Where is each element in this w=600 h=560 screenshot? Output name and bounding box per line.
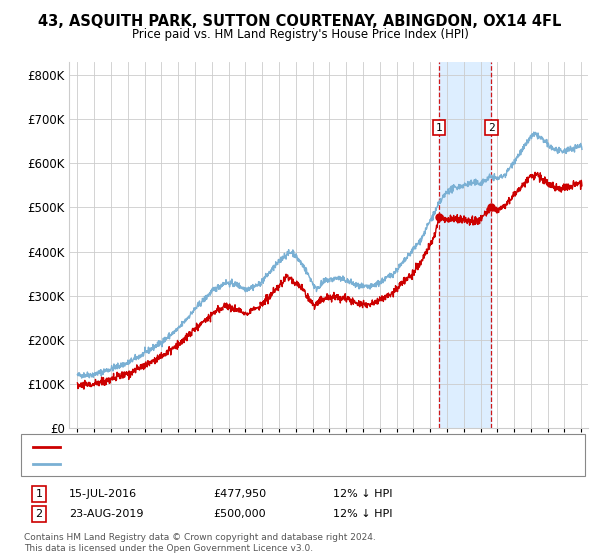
Text: HPI: Average price, detached house, Vale of White Horse: HPI: Average price, detached house, Vale… [65,459,361,469]
Text: £500,000: £500,000 [213,509,266,519]
Text: £477,950: £477,950 [213,489,266,499]
Text: 43, ASQUITH PARK, SUTTON COURTENAY, ABINGDON, OX14 4FL (detached house): 43, ASQUITH PARK, SUTTON COURTENAY, ABIN… [65,442,491,452]
Text: 43, ASQUITH PARK, SUTTON COURTENAY, ABINGDON, OX14 4FL: 43, ASQUITH PARK, SUTTON COURTENAY, ABIN… [38,14,562,29]
Text: 15-JUL-2016: 15-JUL-2016 [69,489,137,499]
Text: 23-AUG-2019: 23-AUG-2019 [69,509,143,519]
Text: Price paid vs. HM Land Registry's House Price Index (HPI): Price paid vs. HM Land Registry's House … [131,28,469,41]
Bar [439,62,491,428]
Text: 1: 1 [35,489,43,499]
Text: 2: 2 [35,509,43,519]
Text: 2: 2 [488,123,495,133]
Text: 1: 1 [436,123,443,133]
Text: 12% ↓ HPI: 12% ↓ HPI [333,489,392,499]
Text: 12% ↓ HPI: 12% ↓ HPI [333,509,392,519]
Text: Contains HM Land Registry data © Crown copyright and database right 2024.
This d: Contains HM Land Registry data © Crown c… [24,533,376,553]
